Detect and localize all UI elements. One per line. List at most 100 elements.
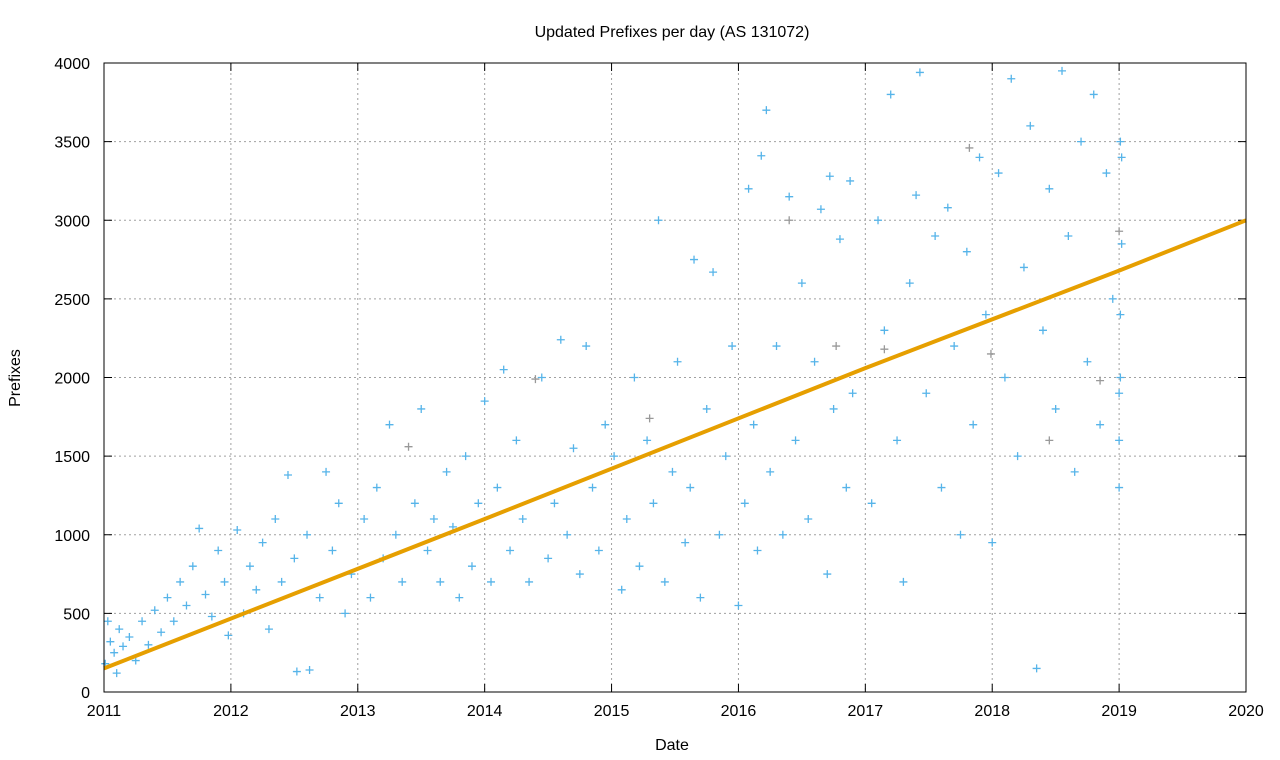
data-point <box>283 470 292 479</box>
data-point <box>649 499 658 508</box>
data-point <box>487 577 496 586</box>
data-point <box>617 585 626 594</box>
data-point <box>391 530 400 539</box>
data-point <box>848 389 857 398</box>
data-point <box>169 617 178 626</box>
data-point <box>417 404 426 413</box>
data-point <box>816 205 825 214</box>
data-point <box>791 436 800 445</box>
data-point <box>668 467 677 476</box>
data-point <box>525 577 534 586</box>
data-point <box>1115 483 1124 492</box>
data-point <box>1102 169 1111 178</box>
data-point <box>981 310 990 319</box>
data-point <box>757 151 766 160</box>
data-point <box>201 590 210 599</box>
data-point <box>696 593 705 602</box>
data-point <box>360 515 369 524</box>
data-point <box>341 609 350 618</box>
data-point <box>372 483 381 492</box>
data-point <box>1108 294 1117 303</box>
data-point <box>1026 121 1035 130</box>
data-point <box>258 538 267 547</box>
x-tick-label: 2011 <box>87 703 122 720</box>
data-point <box>1045 436 1054 445</box>
data-point <box>766 467 775 476</box>
data-point <box>537 373 546 382</box>
data-point <box>880 345 889 354</box>
data-point <box>702 404 711 413</box>
data-point <box>404 442 413 451</box>
data-point <box>1038 326 1047 335</box>
y-tick-label: 1000 <box>54 528 90 545</box>
data-point <box>292 667 301 676</box>
data-point <box>1116 373 1125 382</box>
x-tick-label: 2013 <box>340 703 376 720</box>
data-point <box>994 169 1003 178</box>
y-tick-label: 1500 <box>54 449 90 466</box>
data-point <box>506 546 515 555</box>
data-point <box>975 153 984 162</box>
data-point <box>681 538 690 547</box>
data-point <box>119 642 128 651</box>
data-point <box>176 577 185 586</box>
data-point <box>785 192 794 201</box>
data-point <box>531 375 540 384</box>
data-point <box>734 601 743 610</box>
data-point <box>660 577 669 586</box>
data-point <box>635 562 644 571</box>
data-point <box>962 247 971 256</box>
data-point <box>988 538 997 547</box>
data-point <box>582 342 591 351</box>
data-point <box>829 404 838 413</box>
data-point <box>575 570 584 579</box>
data-point <box>986 349 995 358</box>
data-point <box>1116 137 1125 146</box>
data-point <box>1064 231 1073 240</box>
data-point <box>594 546 603 555</box>
data-point <box>474 499 483 508</box>
data-point <box>645 414 654 423</box>
data-point <box>886 90 895 99</box>
data-point <box>385 420 394 429</box>
data-point <box>1096 376 1105 385</box>
data-point <box>905 279 914 288</box>
data-point <box>224 631 233 640</box>
data-point <box>1077 137 1086 146</box>
data-point <box>252 585 261 594</box>
data-point <box>950 342 959 351</box>
x-tick-label: 2020 <box>1228 703 1264 720</box>
data-point <box>106 637 115 646</box>
data-point <box>1116 310 1125 319</box>
grid <box>104 63 1246 692</box>
data-point <box>115 625 124 634</box>
data-point <box>832 342 841 351</box>
data-point <box>1089 90 1098 99</box>
data-point <box>1058 66 1067 75</box>
plot-frame <box>103 62 1247 693</box>
y-tick-label: 0 <box>81 685 90 702</box>
data-point <box>550 499 559 508</box>
data-point <box>825 172 834 181</box>
data-point <box>1115 227 1124 236</box>
data-point <box>480 397 489 406</box>
data-point <box>182 601 191 610</box>
data-point <box>715 530 724 539</box>
x-tick-label: 2012 <box>213 703 249 720</box>
data-point <box>893 436 902 445</box>
data-point <box>772 342 781 351</box>
data-point <box>195 524 204 533</box>
data-point <box>423 546 432 555</box>
data-point <box>922 389 931 398</box>
data-point <box>214 546 223 555</box>
data-point <box>969 420 978 429</box>
x-tick-label: 2014 <box>467 703 503 720</box>
data-point <box>880 326 889 335</box>
data-point <box>110 648 119 657</box>
data-point <box>654 216 663 225</box>
trend-line <box>103 218 1247 671</box>
data-point <box>461 452 470 461</box>
data-point <box>601 420 610 429</box>
data-point <box>728 342 737 351</box>
data-point <box>899 577 908 586</box>
